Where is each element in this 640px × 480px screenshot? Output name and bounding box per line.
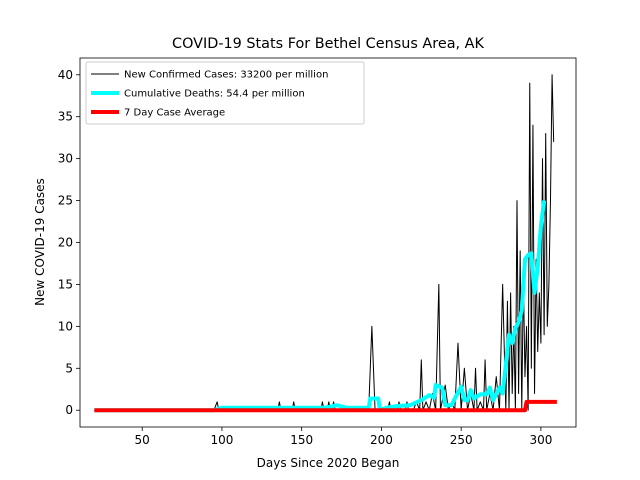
series-line-1 [94,74,555,411]
y-tick-label: 35 [58,110,73,124]
legend-label-2: Cumulative Deaths: 54.4 per million [124,89,305,100]
series-line-3 [94,399,557,413]
x-tick-label: 300 [529,433,552,447]
y-tick-label: 30 [58,152,73,166]
legend: New Confirmed Cases: 33200 per million Cu… [85,61,365,125]
y-tick-label: 0 [65,403,73,417]
y-tick-label: 5 [65,361,73,375]
y-tick-label: 10 [58,319,73,333]
x-tick-label: 200 [370,433,393,447]
plot-area [94,74,557,413]
y-axis-label: New COVID-19 Cases [33,178,47,306]
y-tick-label: 20 [58,236,73,250]
y-tick-label: 40 [58,68,73,82]
chart-title: COVID-19 Stats For Bethel Census Area, A… [172,36,484,52]
axis-ticks: 50 100 150 200 250 300 0 5 10 15 20 25 30 35 40 [58,68,553,447]
x-tick-label: 50 [135,433,150,447]
legend-box [85,61,365,125]
series-line-2 [94,200,547,413]
x-tick-label: 100 [210,433,233,447]
x-tick-label: 250 [450,433,473,447]
legend-label-1: New Confirmed Cases: 33200 per million [124,70,328,81]
x-axis-label: Days Since 2020 Began [257,456,400,470]
x-tick-label: 150 [290,433,313,447]
legend-label-3: 7 Day Case Average [124,108,225,119]
y-tick-label: 25 [58,194,73,208]
y-tick-label: 15 [58,277,73,291]
